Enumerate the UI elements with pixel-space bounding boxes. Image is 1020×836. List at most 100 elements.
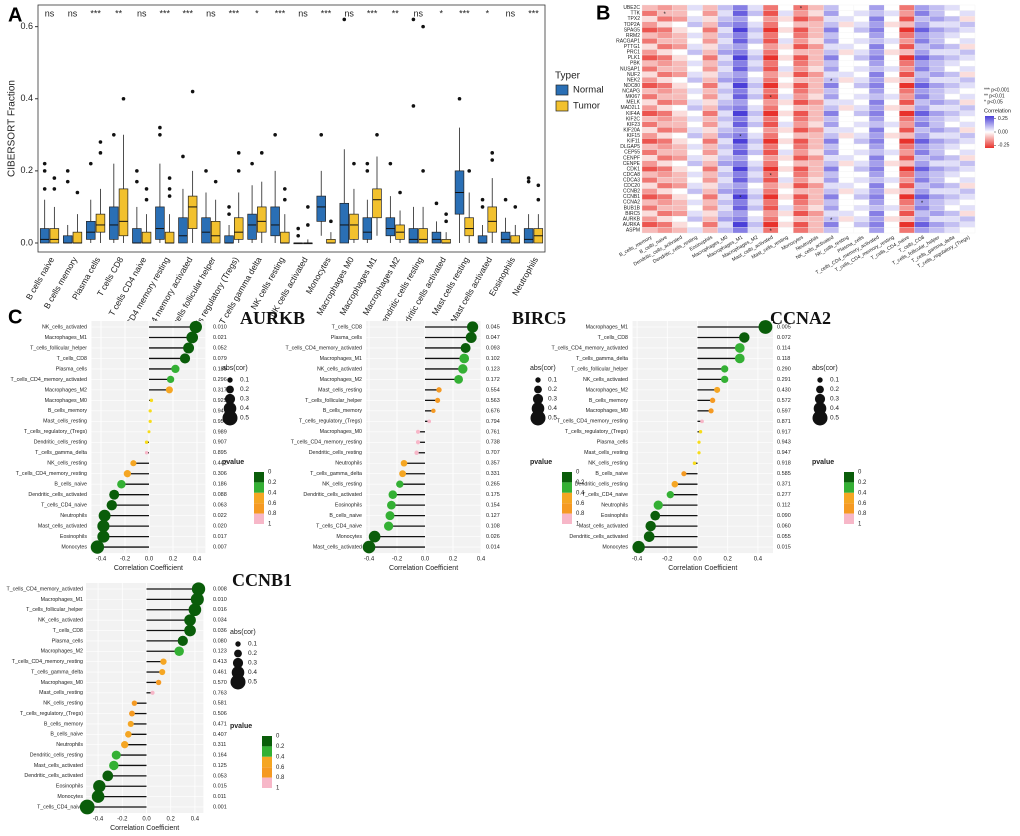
heat-cell (914, 210, 930, 217)
heat-cell (717, 27, 733, 33)
heat-cell (656, 166, 673, 172)
box (247, 213, 257, 240)
heat-cell (838, 177, 855, 184)
heat-cell (793, 166, 809, 172)
heat-cell (823, 182, 839, 189)
heat-cell (808, 82, 824, 89)
category-label: Mast_cells_activated (579, 524, 628, 530)
row-label: NDC80 (624, 83, 641, 89)
row-label: KIF15 (627, 133, 641, 139)
dot (721, 375, 729, 384)
heat-cell (868, 127, 885, 134)
heat-cell (762, 138, 779, 145)
heat-cell (747, 216, 764, 223)
pvalue-label: 0.989 (213, 429, 227, 435)
heat-cell (672, 104, 688, 111)
pvalue-label: 0.570 (213, 680, 227, 686)
outlier (52, 187, 57, 191)
heat-cell (823, 138, 839, 145)
heat-cell (687, 199, 703, 206)
heat-cell (717, 71, 733, 78)
pvalue-label: 0.172 (486, 377, 500, 383)
heat-cell (762, 71, 779, 78)
dot (166, 375, 175, 384)
heat-cell (778, 32, 794, 39)
color-legend-label: 0.8 (268, 511, 277, 517)
category-label: Plasma_cells (331, 335, 363, 341)
box (385, 217, 396, 237)
heat-cell (929, 177, 945, 184)
heat-cell (641, 88, 658, 95)
x-axis-title: Correlation Coefficient (110, 825, 179, 832)
heat-cell (959, 71, 976, 78)
heat-cell (672, 227, 688, 234)
heat-cell (717, 154, 733, 161)
heat-cell (732, 15, 749, 22)
size-legend-label: 0.5 (830, 415, 839, 422)
heat-cell (778, 21, 794, 28)
heat-cell (914, 71, 930, 78)
pvalue-label: 0.008 (213, 586, 227, 592)
size-legend-label: 0.4 (248, 669, 257, 676)
heat-cell (641, 82, 658, 89)
category-label: T_cells_CD4_memory_activated (551, 345, 628, 351)
heat-cell (944, 38, 961, 45)
heat-cell (838, 188, 855, 195)
pvalue-label: 0.407 (213, 732, 227, 738)
heat-cell (944, 54, 961, 61)
heat-cell (808, 43, 824, 50)
heat-cell (732, 127, 749, 134)
heat-cell (884, 66, 900, 72)
heat-cell (641, 93, 658, 100)
heat-cell (717, 104, 733, 111)
outlier (365, 169, 370, 173)
x-tick-label: 0.4 (754, 557, 763, 563)
pvalue-label: 0.941 (213, 408, 227, 414)
legend-label: Tumor (573, 101, 600, 112)
heat-cell (778, 138, 794, 145)
heat-cell (823, 154, 839, 161)
heat-cell (884, 210, 900, 217)
heat-cell (959, 221, 976, 228)
heat-cell (823, 104, 839, 111)
category-label: Plasma_cells (56, 366, 88, 372)
heat-cell (702, 21, 718, 28)
color-legend-label: 0.2 (276, 744, 285, 750)
heat-cell (732, 21, 749, 28)
pvalue-label: 0.079 (213, 356, 227, 362)
heat-cell (778, 177, 794, 184)
pvalue-label: 0.055 (777, 534, 791, 540)
dot (149, 398, 154, 403)
box (132, 228, 142, 244)
outlier (42, 169, 47, 173)
x-tick-label: -0.2 (662, 557, 673, 563)
heat-cell (914, 221, 930, 228)
heat-cell (747, 32, 764, 39)
heat-cell (732, 110, 749, 117)
color-legend-label: 0 (576, 470, 580, 476)
pvalue-label: 0.461 (213, 669, 227, 675)
outlier (411, 104, 416, 108)
heat-cell (672, 54, 688, 61)
heat-cell (672, 132, 688, 139)
category-label: T_cells_follicular_helper (26, 607, 83, 613)
heat-cell (732, 188, 749, 195)
heat-cell (793, 171, 809, 178)
heat-cell (944, 143, 961, 150)
heat-cell (656, 116, 673, 122)
heat-cell (747, 138, 764, 145)
heat-cell (656, 27, 673, 33)
heat-cell (959, 216, 976, 223)
heat-cell (899, 182, 915, 189)
size-legend-dot (814, 393, 826, 405)
pvalue-label: 0.871 (777, 419, 791, 425)
pvalue-label: 0.676 (486, 408, 500, 414)
pvalue-label: 0.052 (213, 345, 227, 351)
dot (155, 679, 162, 686)
heat-cell (717, 221, 733, 228)
heat-cell (959, 10, 976, 17)
heat-cell (944, 99, 961, 106)
heat-cell (762, 160, 779, 167)
heat-cell (808, 171, 824, 178)
heat-cell (732, 82, 749, 89)
